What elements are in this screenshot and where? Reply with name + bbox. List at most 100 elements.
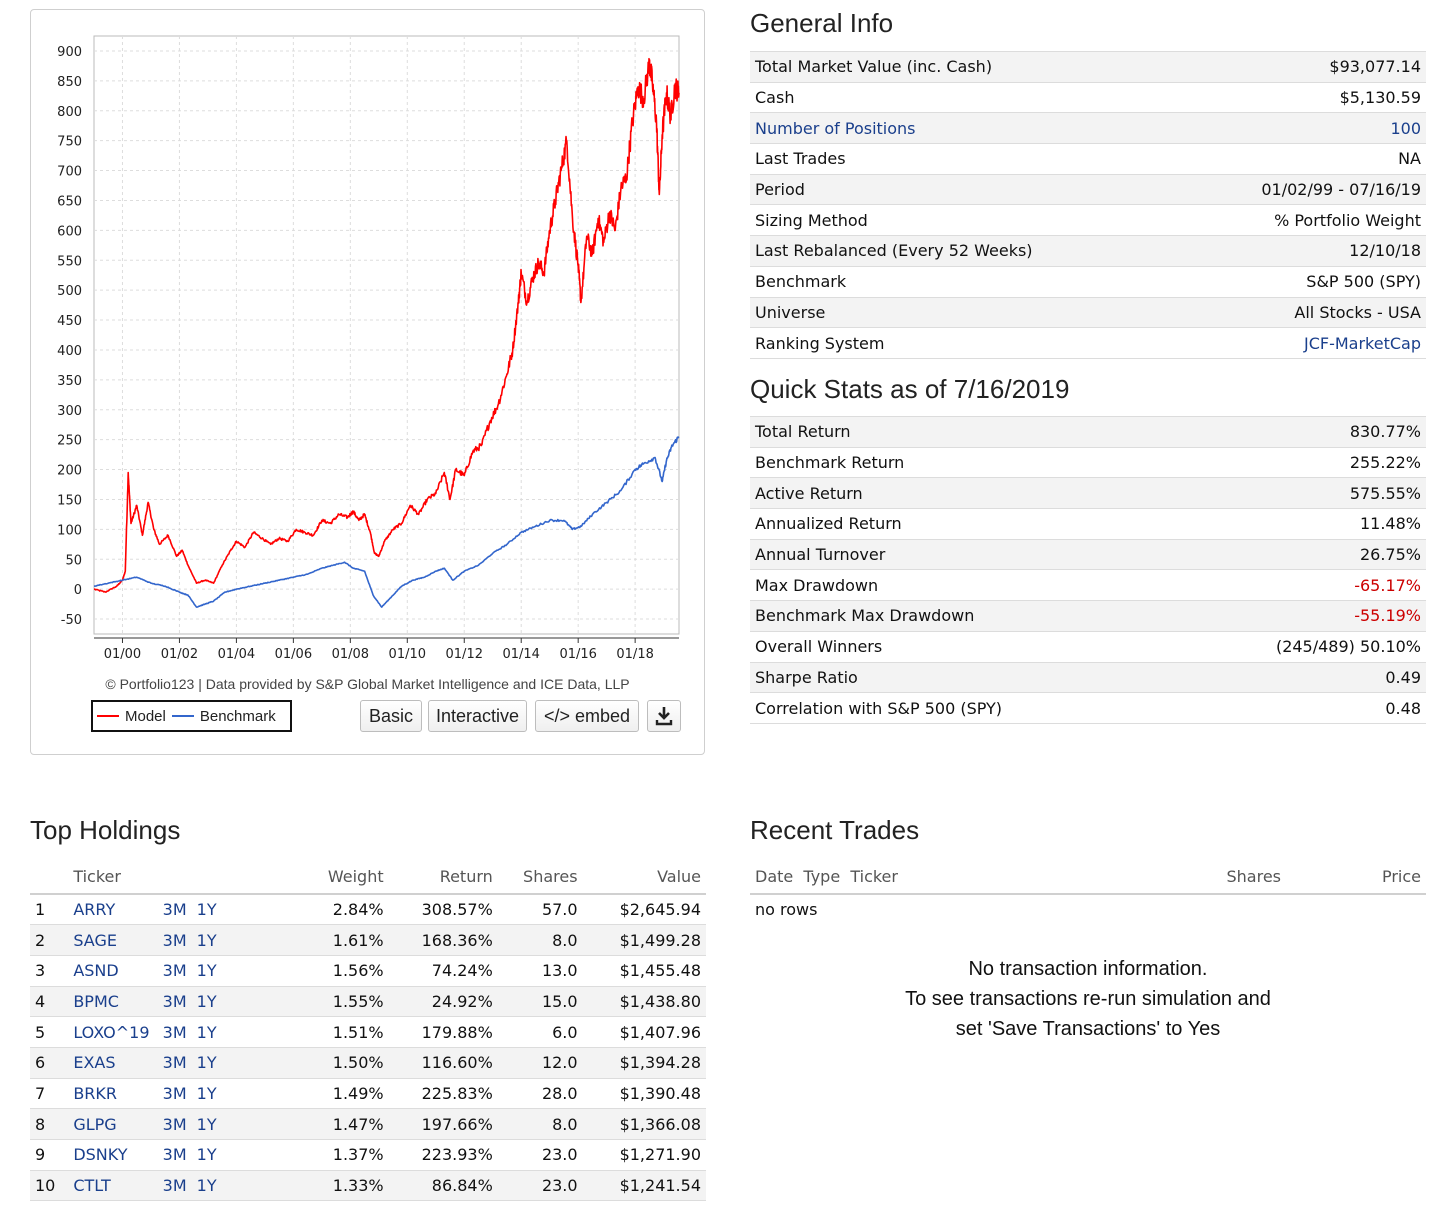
interactive-button[interactable]: Interactive xyxy=(428,700,527,732)
table-row: no rows xyxy=(750,894,1426,924)
info-value: % Portfolio Weight xyxy=(1175,204,1426,237)
link-1y[interactable]: 1Y xyxy=(196,961,217,981)
period-links: 3M 1Y xyxy=(157,1016,285,1048)
ticker-link[interactable]: BPMC xyxy=(68,986,158,1018)
link-3m[interactable]: 3M xyxy=(162,930,187,950)
table-row: 6 EXAS 3M 1Y 1.50% 116.60% 12.0 $1,394.28 xyxy=(30,1047,706,1079)
table-row: 10 CTLT 3M 1Y 1.33% 86.84% 23.0 $1,241.54 xyxy=(30,1170,706,1202)
stat-label: Sharpe Ratio xyxy=(750,662,1172,694)
period-links: 3M 1Y xyxy=(157,1139,285,1171)
stat-label: Benchmark Max Drawdown xyxy=(750,600,1172,632)
link-3m[interactable]: 3M xyxy=(162,1022,187,1042)
trades-price-header[interactable]: Price xyxy=(1286,859,1426,895)
rank-header xyxy=(30,859,69,895)
return-cell: 86.84% xyxy=(388,1170,498,1202)
period-links: 3M 1Y xyxy=(157,1047,285,1079)
period-links: 3M 1Y xyxy=(157,924,285,956)
table-row: 2 SAGE 3M 1Y 1.61% 168.36% 8.0 $1,499.28 xyxy=(30,924,706,956)
download-icon xyxy=(655,707,673,726)
info-value: $5,130.59 xyxy=(1175,82,1426,114)
return-header[interactable]: Return xyxy=(388,859,498,895)
quick-stats-title: Quick Stats as of 7/16/2019 xyxy=(750,374,1070,404)
legend-item-benchmark[interactable]: Benchmark xyxy=(171,708,276,725)
period-links-header xyxy=(157,859,285,895)
basic-button[interactable]: Basic xyxy=(360,700,422,732)
stat-value-negative: -55.19% xyxy=(1171,600,1426,632)
value-cell: $1,455.48 xyxy=(582,955,706,987)
link-1y[interactable]: 1Y xyxy=(196,1145,217,1165)
link-3m[interactable]: 3M xyxy=(162,1114,187,1134)
model-line-swatch xyxy=(97,715,119,717)
date-type-ticker-header[interactable]: Date Type Ticker xyxy=(750,859,1146,895)
value-header[interactable]: Value xyxy=(582,859,706,895)
ticker-link[interactable]: EXAS xyxy=(68,1047,158,1079)
no-rows-text: no rows xyxy=(755,900,818,919)
ticker-link[interactable]: SAGE xyxy=(68,924,158,956)
info-label: Sizing Method xyxy=(750,204,1176,237)
number-of-positions-value-link[interactable]: 100 xyxy=(1175,112,1426,145)
link-1y[interactable]: 1Y xyxy=(196,930,217,950)
shares-header[interactable]: Shares xyxy=(497,859,583,895)
table-header-row: Date Type Ticker Shares Price xyxy=(750,859,1426,895)
ticker-link[interactable]: ARRY xyxy=(68,894,158,926)
link-1y[interactable]: 1Y xyxy=(196,1114,217,1134)
download-button[interactable] xyxy=(647,700,681,732)
table-row: Sharpe Ratio 0.49 xyxy=(750,662,1426,694)
stat-value: 11.48% xyxy=(1171,508,1426,540)
stat-value: 255.22% xyxy=(1171,447,1426,479)
ticker-link[interactable]: GLPG xyxy=(68,1108,158,1140)
link-1y[interactable]: 1Y xyxy=(196,1176,217,1196)
y-tick-label: 650 xyxy=(57,194,82,209)
trades-shares-header[interactable]: Shares xyxy=(1146,859,1286,895)
link-3m[interactable]: 3M xyxy=(162,900,187,920)
return-cell: 74.24% xyxy=(388,955,498,987)
link-3m[interactable]: 3M xyxy=(162,961,187,981)
link-3m[interactable]: 3M xyxy=(162,1083,187,1103)
value-cell: $1,390.48 xyxy=(582,1078,706,1110)
weight-cell: 1.33% xyxy=(284,1170,389,1202)
legend-item-model[interactable]: Model xyxy=(97,708,166,725)
info-value: 12/10/18 xyxy=(1175,235,1426,267)
table-row: Number of Positions 100 xyxy=(750,112,1426,145)
ticker-link[interactable]: CTLT xyxy=(68,1170,158,1202)
x-tick-label: 01/04 xyxy=(218,647,255,662)
weight-header[interactable]: Weight xyxy=(284,859,389,895)
link-1y[interactable]: 1Y xyxy=(196,1083,217,1103)
y-tick-label: 50 xyxy=(65,553,82,568)
shares-cell: 23.0 xyxy=(497,1170,583,1202)
weight-cell: 2.84% xyxy=(284,894,389,926)
link-3m[interactable]: 3M xyxy=(162,1145,187,1165)
table-row: Last Trades NA xyxy=(750,143,1426,175)
value-cell: $1,241.54 xyxy=(582,1170,706,1202)
no-transaction-line: To see transactions re-run simulation an… xyxy=(905,988,1271,1010)
link-3m[interactable]: 3M xyxy=(162,1176,187,1196)
link-1y[interactable]: 1Y xyxy=(196,1022,217,1042)
stat-label: Correlation with S&P 500 (SPY) xyxy=(750,692,1172,724)
quick-stats-table: Total Return 830.77% Benchmark Return 255.… xyxy=(750,416,1426,724)
period-links: 3M 1Y xyxy=(157,894,285,926)
link-1y[interactable]: 1Y xyxy=(196,991,217,1011)
ticker-link[interactable]: ASND xyxy=(68,955,158,987)
number-of-positions-link[interactable]: Number of Positions xyxy=(750,112,1176,145)
rank-cell: 9 xyxy=(30,1139,69,1171)
ranking-system-link[interactable]: JCF-MarketCap xyxy=(1175,327,1426,359)
ticker-link[interactable]: DSNKY xyxy=(68,1139,158,1171)
x-tick-label: 01/14 xyxy=(502,647,539,662)
info-label: Benchmark xyxy=(750,266,1176,298)
table-row: Total Return 830.77% xyxy=(750,416,1426,448)
stat-label: Annual Turnover xyxy=(750,539,1172,571)
benchmark-line-swatch xyxy=(171,715,194,717)
link-3m[interactable]: 3M xyxy=(162,1053,187,1073)
table-row: Overall Winners (245/489) 50.10% xyxy=(750,631,1426,663)
embed-button[interactable]: </> embed xyxy=(535,700,639,732)
y-tick-label: 300 xyxy=(57,404,82,419)
shares-cell: 23.0 xyxy=(497,1139,583,1171)
no-transaction-line: set 'Save Transactions' to Yes xyxy=(955,1018,1221,1040)
x-tick-label: 01/08 xyxy=(332,647,369,662)
link-1y[interactable]: 1Y xyxy=(196,900,217,920)
ticker-link[interactable]: LOXO^19 xyxy=(68,1016,158,1048)
link-1y[interactable]: 1Y xyxy=(196,1053,217,1073)
link-3m[interactable]: 3M xyxy=(162,991,187,1011)
ticker-link[interactable]: BRKR xyxy=(68,1078,158,1110)
ticker-header[interactable]: Ticker xyxy=(68,859,158,895)
